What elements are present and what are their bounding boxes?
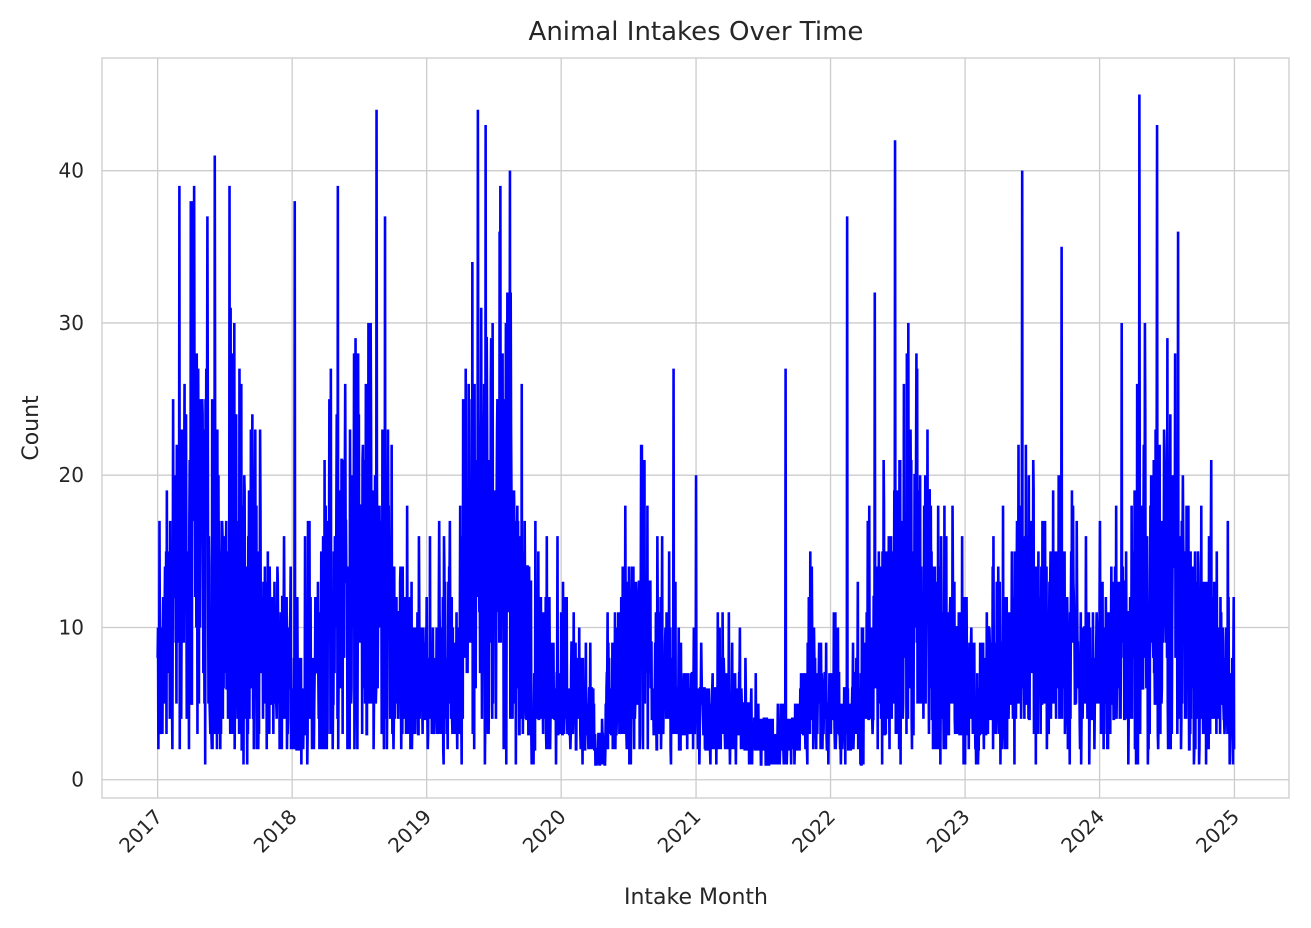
y-tick-label: 10 xyxy=(59,615,84,639)
x-axis-title: Intake Month xyxy=(624,885,768,910)
y-axis-title: Count xyxy=(19,395,44,461)
y-tick-label: 0 xyxy=(71,768,84,792)
y-tick-label: 30 xyxy=(59,311,84,335)
plot-frame xyxy=(101,57,1290,799)
intake-count-line xyxy=(156,94,1236,766)
chart-title: Animal Intakes Over Time xyxy=(529,17,864,47)
y-tick-label: 40 xyxy=(59,159,84,183)
series-layer xyxy=(156,94,1236,766)
y-tick-label: 20 xyxy=(59,463,84,487)
